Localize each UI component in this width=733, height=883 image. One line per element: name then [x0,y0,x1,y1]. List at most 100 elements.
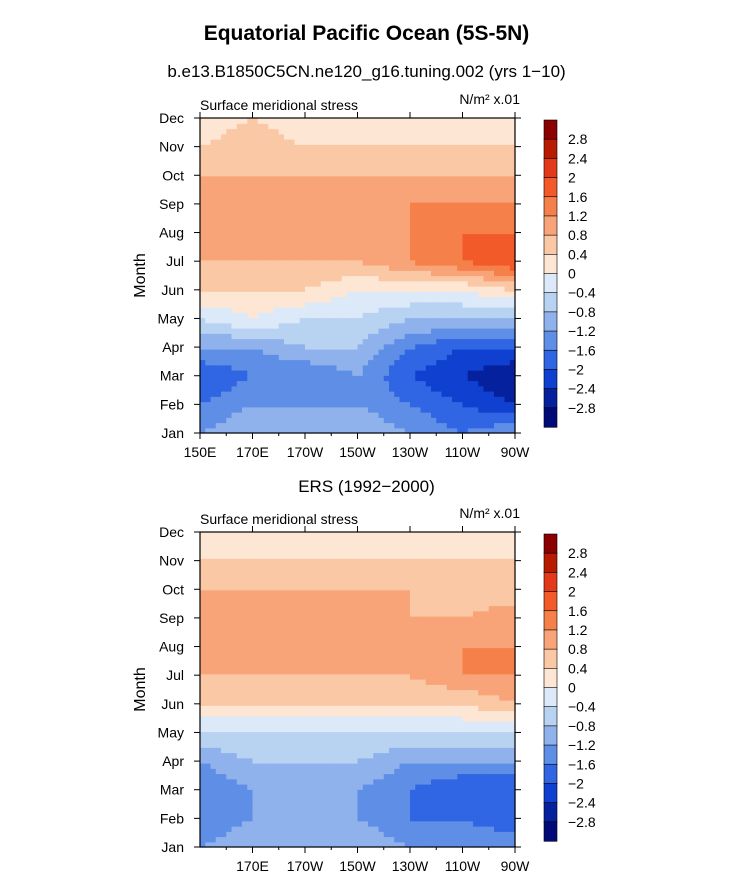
contour-cell [378,375,385,382]
contour-cell [336,244,343,250]
contour-cell [320,784,327,790]
contour-cell [399,154,406,161]
contour-cell [499,270,506,277]
contour-cell [420,375,427,382]
contour-cell [473,196,479,203]
contour-cell [221,312,227,319]
contour-cell [383,778,390,785]
contour-cell [373,181,380,187]
contour-cell [299,364,306,371]
contour-cell [483,286,490,292]
contour-cell [415,149,422,156]
contour-cell [305,249,311,256]
contour-cell [394,422,401,429]
contour-cell [326,228,332,235]
contour-cell [247,794,254,801]
contour-cell [378,275,385,282]
contour-cell [368,144,374,151]
contour-cell [320,359,327,366]
contour-cell [263,349,269,355]
contour-cell [289,773,296,780]
contour-cell [462,191,469,198]
contour-cell [431,338,437,345]
contour-cell [494,128,500,135]
contour-cell [305,810,311,817]
contour-cell [236,422,243,429]
contour-cell [247,133,254,140]
contour-cell [352,349,359,355]
contour-cell [284,228,290,235]
colorbar-box [543,177,558,198]
contour-cell [320,831,327,838]
contour-cell [257,396,264,403]
contour-cell [236,254,243,261]
contour-cell [410,391,416,397]
contour-cell [431,196,437,203]
contour-cell [205,831,212,838]
contour-cell [273,338,280,345]
contour-cell [205,333,212,340]
contour-cell [509,826,516,832]
contour-cell [494,228,500,235]
contour-cell [394,191,401,198]
contour-cell [368,328,374,334]
contour-cell [305,742,311,748]
contour-cell [383,275,390,282]
contour-cell [499,338,506,345]
contour-cell [210,391,217,397]
contour-cell [467,343,474,350]
contour-cell [452,778,458,785]
contour-cell [441,128,448,135]
contour-cell [441,196,448,203]
contour-cell [284,333,290,340]
contour-cell [499,212,506,219]
contour-cell [462,128,469,135]
contour-cell [394,820,401,827]
contour-cell [242,841,248,848]
contour-cell [473,841,479,848]
contour-cell [368,406,374,413]
contour-cell [268,417,275,424]
colorbar-label: 0 [568,266,576,282]
contour-cell [310,401,317,408]
contour-cell [278,233,285,240]
contour-cell [268,202,275,208]
contour-cell [362,286,369,292]
contour-cell [457,412,464,418]
contour-cell [446,799,453,806]
contour-cell [284,417,290,424]
contour-cell [373,343,380,350]
contour-cell [315,343,322,350]
contour-cell [278,181,285,187]
contour-cell [336,359,343,366]
contour-cell [284,280,290,287]
contour-cell [200,328,206,334]
contour-cell [473,364,479,371]
contour-cell [226,810,233,817]
contour-cell [289,349,296,355]
contour-cell [404,810,411,817]
contour-cell [478,385,485,392]
contour-cell [252,831,259,838]
contour-cell [488,249,495,256]
contour-cell [210,354,217,361]
contour-cell [200,752,206,759]
contour-cell [252,805,259,811]
contour-cell [236,789,243,796]
contour-cell [236,763,243,769]
contour-cell [362,338,369,345]
contour-cell [326,217,332,224]
contour-cell [252,422,259,429]
contour-cell [273,322,280,329]
contour-cell [415,752,422,759]
contour-cell [467,391,474,397]
contour-cell [257,731,264,738]
contour-cell [378,186,385,193]
contour-cell [389,385,395,392]
contour-cell [215,778,222,785]
contour-cell [399,275,406,282]
contour-cell [483,427,490,434]
contour-cell [284,736,290,743]
contour-cell [205,123,212,130]
contour-cell [336,343,343,350]
